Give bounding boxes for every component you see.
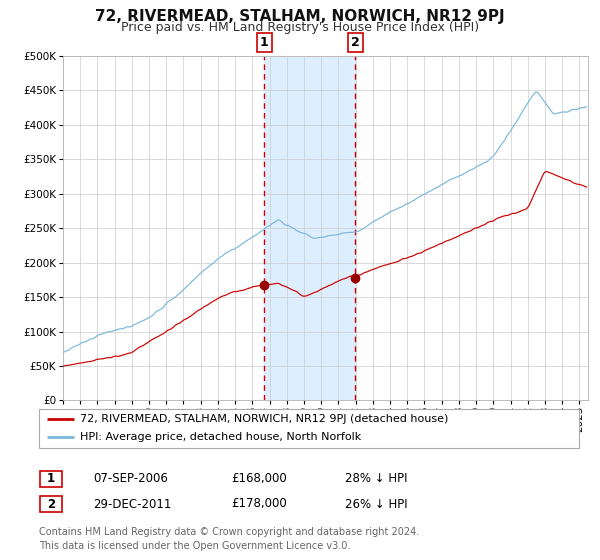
Text: 28% ↓ HPI: 28% ↓ HPI: [345, 472, 407, 486]
Text: 1: 1: [260, 36, 268, 49]
Text: £168,000: £168,000: [231, 472, 287, 486]
Text: 07-SEP-2006: 07-SEP-2006: [93, 472, 168, 486]
FancyBboxPatch shape: [40, 471, 62, 487]
Text: £178,000: £178,000: [231, 497, 287, 511]
Bar: [264, 56, 355, 400]
Text: Price paid vs. HM Land Registry's House Price Index (HPI): Price paid vs. HM Land Registry's House …: [121, 21, 479, 35]
Text: 2: 2: [351, 36, 360, 49]
Text: HPI: Average price, detached house, North Norfolk: HPI: Average price, detached house, Nort…: [79, 432, 361, 442]
Text: 72, RIVERMEAD, STALHAM, NORWICH, NR12 9PJ: 72, RIVERMEAD, STALHAM, NORWICH, NR12 9P…: [95, 10, 505, 24]
FancyBboxPatch shape: [39, 409, 579, 448]
Text: 2: 2: [47, 497, 55, 511]
Text: 26% ↓ HPI: 26% ↓ HPI: [345, 497, 407, 511]
FancyBboxPatch shape: [40, 496, 62, 512]
Text: 1: 1: [47, 472, 55, 486]
Text: 29-DEC-2011: 29-DEC-2011: [93, 497, 172, 511]
Text: Contains HM Land Registry data © Crown copyright and database right 2024.
This d: Contains HM Land Registry data © Crown c…: [39, 527, 419, 550]
Text: 72, RIVERMEAD, STALHAM, NORWICH, NR12 9PJ (detached house): 72, RIVERMEAD, STALHAM, NORWICH, NR12 9P…: [79, 414, 448, 423]
